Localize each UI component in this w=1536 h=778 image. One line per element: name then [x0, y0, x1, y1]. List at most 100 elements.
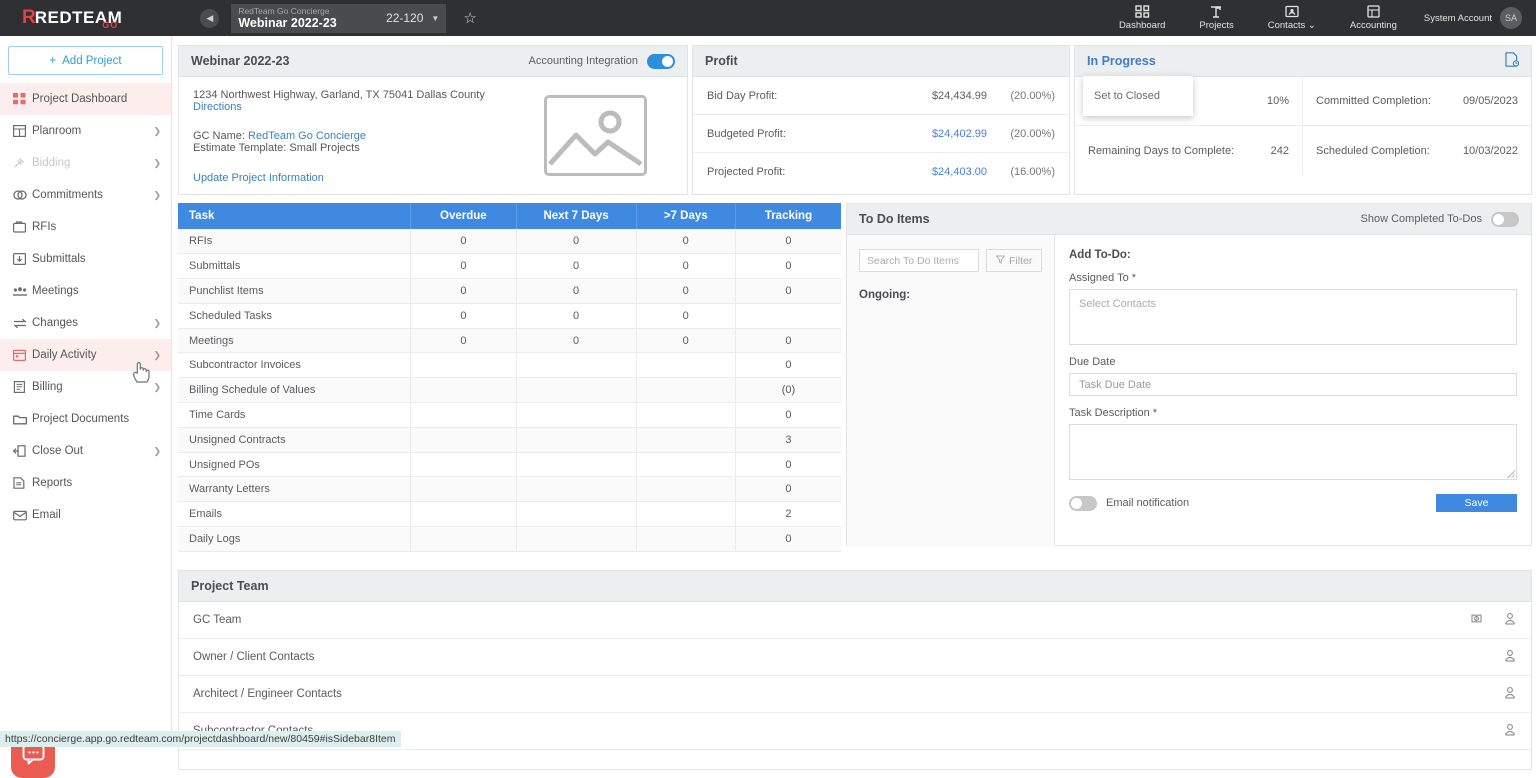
sidebar-item-close-out[interactable]: Close Out ❯	[0, 435, 171, 467]
next7-cell[interactable]: 0	[516, 254, 636, 279]
column-header-next7[interactable]: Next 7 Days	[516, 203, 636, 229]
money-icon[interactable]: $	[1470, 612, 1483, 628]
avatar[interactable]: SA	[1500, 7, 1522, 29]
account-menu[interactable]: System Account SA	[1424, 7, 1522, 29]
column-header-tracking[interactable]: Tracking	[735, 203, 841, 229]
tracking-cell[interactable]: 0	[735, 452, 841, 477]
assigned-to-field[interactable]: Select Contacts	[1069, 289, 1517, 345]
chevron-left-icon: ◀	[206, 13, 213, 24]
gt7-cell[interactable]: 0	[636, 229, 735, 254]
tracking-cell[interactable]: 3	[735, 427, 841, 452]
todo-filter-button[interactable]: Filter	[986, 249, 1042, 272]
sidebar-item-email[interactable]: Email	[0, 499, 171, 531]
tracking-cell[interactable]: 0	[735, 353, 841, 378]
project-team-row[interactable]: Architect / Engineer Contacts	[179, 676, 1531, 713]
tracking-cell[interactable]: 0	[735, 279, 841, 304]
project-team-row[interactable]: Owner / Client Contacts	[179, 639, 1531, 676]
column-header-overdue[interactable]: Overdue	[411, 203, 517, 229]
sidebar-item-project-documents[interactable]: Project Documents	[0, 403, 171, 435]
tracking-cell[interactable]: 2	[735, 502, 841, 527]
tracking-cell[interactable]: 0	[735, 527, 841, 552]
project-team-row-actions	[1503, 649, 1517, 666]
save-button[interactable]: Save	[1436, 494, 1517, 512]
sidebar-item-label: Email	[32, 509, 161, 521]
billing-icon	[13, 381, 32, 393]
document-clock-icon[interactable]	[1505, 52, 1519, 70]
tracking-cell[interactable]: 0	[735, 477, 841, 502]
sidebar-item-reports[interactable]: Reports	[0, 467, 171, 499]
tracking-cell[interactable]: 0	[735, 328, 841, 353]
project-number: 22-120	[386, 11, 423, 25]
overdue-cell[interactable]: 0	[411, 279, 517, 304]
tracking-cell[interactable]: 0	[735, 229, 841, 254]
profit-value[interactable]: $24,403.00	[913, 166, 987, 178]
topnav-item-dashboard[interactable]: Dashboard	[1102, 0, 1182, 36]
tracking-cell[interactable]: 0	[735, 403, 841, 428]
sidebar-item-rfis[interactable]: RFIs	[0, 211, 171, 243]
gt7-cell[interactable]: 0	[636, 328, 735, 353]
gt7-cell[interactable]: 0	[636, 279, 735, 304]
set-to-closed-menu-item[interactable]: Set to Closed	[1094, 90, 1160, 102]
chevron-down-icon[interactable]: ⌄	[1308, 20, 1316, 31]
accounting-integration-toggle[interactable]	[647, 54, 675, 69]
show-completed-toggle[interactable]	[1491, 212, 1519, 227]
gt7-cell[interactable]: 0	[636, 303, 735, 328]
chevron-down-icon[interactable]: ▼	[431, 14, 439, 23]
in-progress-status[interactable]: In Progress	[1087, 54, 1156, 68]
sidebar-item-project-dashboard[interactable]: Project Dashboard	[0, 83, 171, 115]
add-person-icon[interactable]	[1503, 612, 1517, 629]
todo-search-input[interactable]: Search To Do Items	[859, 249, 979, 272]
add-project-button[interactable]: + Add Project	[8, 46, 163, 75]
sidebar-item-meetings[interactable]: Meetings	[0, 275, 171, 307]
overdue-cell[interactable]: 0	[411, 254, 517, 279]
app-logo[interactable]: R REDTEAM GO	[22, 7, 138, 29]
sidebar-item-label: Meetings	[32, 285, 161, 297]
overdue-cell[interactable]: 0	[411, 328, 517, 353]
favorite-star-icon[interactable]: ☆	[463, 9, 476, 27]
task-name-cell: Daily Logs	[178, 527, 411, 552]
topnav-item-accounting[interactable]: Accounting	[1333, 0, 1414, 36]
task-name-cell: Unsigned POs	[178, 452, 411, 477]
overdue-cell[interactable]: 0	[411, 229, 517, 254]
column-header-task[interactable]: Task	[178, 203, 411, 229]
gc-name-link[interactable]: RedTeam Go Concierge	[248, 130, 366, 142]
next7-cell[interactable]: 0	[516, 328, 636, 353]
show-completed-group: Show Completed To-Dos	[1361, 212, 1519, 227]
sidebar-item-planroom[interactable]: Planroom ❯	[0, 115, 171, 147]
next7-cell[interactable]: 0	[516, 229, 636, 254]
column-header-gt7[interactable]: >7 Days	[636, 203, 735, 229]
topnav-item-contacts[interactable]: Contacts ⌄	[1251, 0, 1333, 36]
browser-status-bar: https://concierge.app.go.redteam.com/pro…	[0, 731, 401, 747]
task-description-field[interactable]	[1069, 424, 1517, 480]
add-person-icon[interactable]	[1503, 723, 1517, 740]
next7-cell[interactable]: 0	[516, 279, 636, 304]
sidebar-item-submittals[interactable]: Submittals	[0, 243, 171, 275]
in-progress-label: Remaining Days to Complete:	[1088, 145, 1271, 157]
email-notification-toggle[interactable]	[1069, 496, 1097, 511]
project-selector[interactable]: RedTeam Go Concierge Webinar 2022-23 22-…	[231, 4, 446, 33]
sidebar-item-label: Project Documents	[32, 413, 161, 425]
tracking-cell	[735, 303, 841, 328]
meetings-icon	[13, 286, 32, 297]
add-person-icon[interactable]	[1503, 649, 1517, 666]
add-person-icon[interactable]	[1503, 686, 1517, 703]
rfi-icon	[13, 221, 32, 233]
sidebar-collapse-button[interactable]: ◀	[200, 9, 219, 28]
task-name-cell: Warranty Letters	[178, 477, 411, 502]
profit-percent: (16.00%)	[987, 166, 1055, 178]
overdue-cell[interactable]: 0	[411, 303, 517, 328]
profit-percent: (20.00%)	[987, 128, 1055, 140]
gt7-cell[interactable]: 0	[636, 254, 735, 279]
due-date-field[interactable]: Task Due Date	[1069, 373, 1517, 396]
chevron-right-icon: ❯	[153, 190, 161, 201]
profit-value[interactable]: $24,402.99	[913, 128, 987, 140]
sidebar-item-commitments[interactable]: Commitments ❯	[0, 179, 171, 211]
next7-cell[interactable]: 0	[516, 303, 636, 328]
project-team-row[interactable]: GC Team$	[179, 602, 1531, 639]
tracking-cell[interactable]: 0	[735, 254, 841, 279]
tracking-cell[interactable]: (0)	[735, 378, 841, 403]
sidebar-item-changes[interactable]: Changes ❯	[0, 307, 171, 339]
topnav-item-projects[interactable]: Projects	[1182, 0, 1250, 36]
